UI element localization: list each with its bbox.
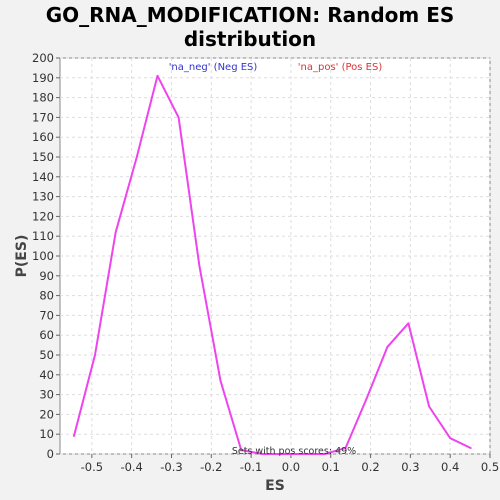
y-tick-label: 120 <box>32 209 54 223</box>
chart-title-line-2: distribution <box>183 27 317 51</box>
x-tick-label: -0.5 <box>81 460 103 474</box>
x-tick-label: 0.1 <box>322 460 340 474</box>
x-tick-label: 0.2 <box>361 460 379 474</box>
series-line <box>72 74 472 455</box>
x-tick-label: 0.0 <box>282 460 300 474</box>
data-point <box>449 437 452 440</box>
y-axis-ticks: 0 10 20 30 40 50 60 70 80 90 100 110 120 130 140 150 160… <box>32 51 60 461</box>
data-point <box>73 435 75 438</box>
legend-entry-pos: 'na_pos' (Pos ES) <box>298 62 383 73</box>
y-tick-label: 150 <box>32 150 54 164</box>
data-point <box>94 354 96 356</box>
x-tick-label: 0.3 <box>401 460 419 474</box>
y-tick-label: 170 <box>32 110 54 124</box>
data-point <box>386 346 389 348</box>
data-point <box>136 156 138 158</box>
data-point <box>470 447 472 449</box>
data-point <box>344 447 347 449</box>
y-tick-label: 40 <box>39 368 54 382</box>
data-point <box>261 453 264 455</box>
data-point <box>198 265 201 267</box>
y-tick-label: 50 <box>39 348 54 362</box>
series-points <box>73 75 472 455</box>
y-tick-label: 70 <box>39 308 54 322</box>
y-axis-label: P(ES) <box>14 235 30 278</box>
y-tick-label: 100 <box>32 249 54 263</box>
x-tick-label: -0.2 <box>200 460 222 474</box>
chart-title-line-1: GO_RNA_MODIFICATION: Random ES <box>45 3 455 27</box>
data-point <box>324 453 326 455</box>
y-tick-label: 200 <box>32 51 54 65</box>
y-tick-label: 20 <box>39 407 54 421</box>
y-tick-label: 0 <box>47 447 54 461</box>
data-point <box>114 231 117 233</box>
data-point <box>303 453 305 455</box>
data-point <box>177 116 180 119</box>
annotation-pos-scores: Sets with pos scores: 49% <box>232 446 356 457</box>
y-tick-label: 110 <box>32 229 54 243</box>
x-axis-label: ES <box>265 478 285 494</box>
x-tick-label: 0.5 <box>481 460 499 474</box>
y-tick-label: 10 <box>39 427 54 441</box>
x-tick-label: -0.3 <box>160 460 182 474</box>
x-tick-label: 0.4 <box>441 460 459 474</box>
legend-entry-neg: 'na_neg' (Neg ES) <box>169 62 258 73</box>
x-axis-ticks: -0.5 -0.4 -0.3 -0.2 -0.1 0.0 0.1 0.2 0.3 0.4 0.5 <box>81 454 499 474</box>
y-tick-label: 80 <box>39 289 54 303</box>
data-point <box>282 453 284 455</box>
data-point <box>219 379 222 382</box>
y-tick-label: 140 <box>32 170 54 184</box>
data-point <box>240 449 242 451</box>
y-tick-label: 190 <box>32 71 54 85</box>
x-tick-label: -0.1 <box>240 460 262 474</box>
y-tick-label: 180 <box>32 91 54 105</box>
data-point <box>428 405 430 408</box>
y-tick-label: 90 <box>39 269 54 283</box>
y-tick-label: 130 <box>32 190 54 204</box>
x-tick-label: -0.4 <box>120 460 142 474</box>
y-tick-label: 30 <box>39 388 54 402</box>
y-tick-label: 60 <box>39 328 54 342</box>
data-point <box>407 322 410 325</box>
y-tick-label: 160 <box>32 130 54 144</box>
data-point <box>365 397 368 400</box>
data-point <box>156 75 159 77</box>
